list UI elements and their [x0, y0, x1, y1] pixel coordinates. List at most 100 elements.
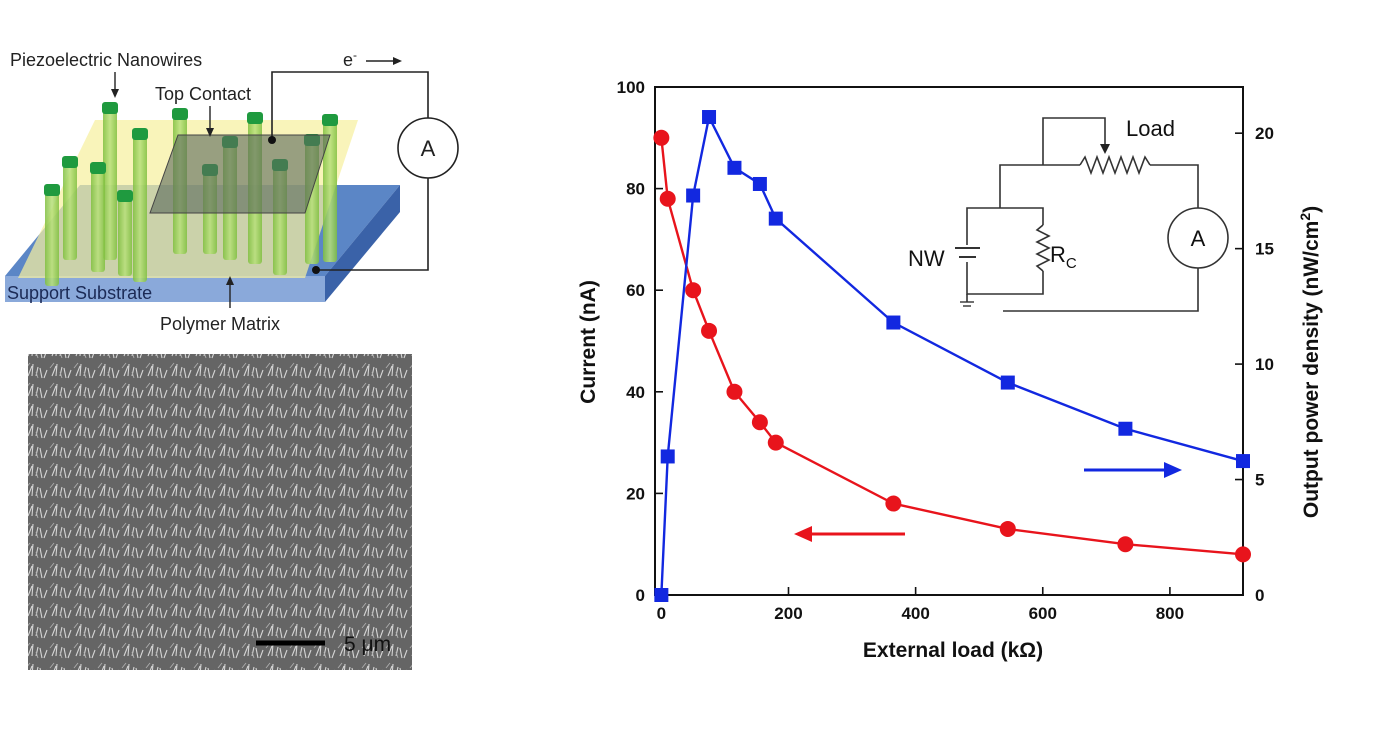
y-tick-label: 0	[636, 586, 645, 605]
top-contact-pointer-head	[206, 128, 214, 137]
data-point-current	[685, 282, 702, 299]
inset-wire-right-top	[1150, 164, 1199, 208]
data-point-current	[885, 495, 902, 512]
series-line-left	[660, 137, 1244, 556]
nanowire-tip	[102, 102, 118, 114]
inset-circuit: A Load NW RC	[908, 116, 1229, 312]
data-point-current	[999, 520, 1016, 537]
y2-tick-label: 15	[1255, 240, 1274, 259]
data-point-power	[660, 449, 675, 464]
data-point-power	[1236, 454, 1250, 469]
y-axis-title: Current (nA)	[577, 280, 600, 404]
data-point-power	[886, 315, 901, 330]
matrix-pointer-head	[226, 276, 234, 285]
series-group	[653, 110, 1251, 602]
y-tick-label: 100	[617, 78, 645, 97]
support-substrate-front	[5, 276, 325, 302]
nanowire-tip	[322, 114, 338, 126]
plot-frame	[654, 86, 1244, 596]
sem-micrograph: 5 μm	[28, 354, 412, 670]
inset-load-label: Load	[1126, 116, 1175, 141]
nanowire-tip	[117, 190, 133, 202]
data-point-current	[653, 129, 670, 146]
data-point-power	[752, 176, 767, 191]
data-point-power	[702, 110, 717, 125]
x-tick-label: 400	[901, 604, 929, 623]
circuit-wire-bottom	[316, 178, 429, 271]
scale-bar-label: 5 μm	[344, 633, 391, 656]
data-point-current	[726, 383, 743, 400]
matrix-label: Polymer Matrix	[160, 314, 280, 334]
substrate-label: Support Substrate	[7, 283, 152, 303]
data-point-power	[768, 211, 783, 226]
x-tick-label: 800	[1156, 604, 1184, 623]
data-point-current	[751, 414, 768, 431]
data-point-power	[727, 160, 742, 175]
data-point-current	[1117, 536, 1134, 553]
x-tick-label: 0	[657, 604, 666, 623]
inset-rc-label: RC	[1050, 242, 1077, 272]
nanowires-label: Piezoelectric Nanowires	[10, 50, 202, 70]
nanowires-pointer-head	[111, 89, 119, 98]
top-contact-label: Top Contact	[155, 84, 251, 104]
data-point-power	[686, 188, 701, 203]
nanowire-tip	[172, 108, 188, 120]
data-point-current	[659, 190, 676, 207]
y2-tick-label: 10	[1255, 355, 1274, 374]
nanowire-tip	[90, 162, 106, 174]
data-point-current	[767, 434, 784, 451]
inset-nw-label: NW	[908, 246, 945, 271]
x-tick-label: 600	[1029, 604, 1057, 623]
y2-tick-label: 20	[1255, 124, 1274, 143]
y2-tick-label: 5	[1255, 471, 1264, 490]
sem-image	[28, 354, 412, 670]
top-contact-terminal	[268, 136, 276, 144]
axis-ticks: 0 200 400 600 800 0 20 40 60 80 100 0 5 10 15 20	[617, 78, 1274, 623]
chart: 0 200 400 600 800 0 20 40 60 80 100 0 5 10 15 20 Extern…	[577, 78, 1323, 662]
inset-load-arrow	[1100, 144, 1110, 154]
ammeter-symbol	[397, 117, 459, 179]
inset-wire-parallel-top	[966, 207, 1044, 245]
substrate-terminal	[312, 266, 320, 274]
electron-label: e-	[343, 48, 357, 70]
inset-ammeter-label: A	[1191, 226, 1206, 251]
nanowire-tip	[132, 128, 148, 140]
y-tick-label: 60	[626, 281, 645, 300]
nanowire	[45, 190, 59, 286]
device-schematic: A e- Piezoelectric Nanowires Top Contact…	[5, 48, 459, 334]
nanowire-tip	[247, 112, 263, 124]
nanowire-tip	[44, 184, 60, 196]
inset-wire-bottom	[1003, 268, 1199, 312]
data-point-current	[701, 322, 718, 339]
nanowire	[323, 120, 337, 262]
nanowire-tip	[62, 156, 78, 168]
data-point-power	[1118, 421, 1133, 436]
nanowire	[118, 196, 132, 276]
data-point-power	[654, 588, 669, 602]
support-substrate-side	[325, 185, 400, 302]
y-tick-label: 20	[626, 484, 645, 503]
inset-wire-parallel-bottom	[966, 262, 1044, 295]
x-axis-title: External load (kΩ)	[863, 639, 1043, 662]
circuit-wire-top	[271, 71, 429, 140]
electron-arrow-head	[393, 57, 402, 65]
right-axis-arrow-head	[1164, 462, 1182, 478]
data-point-power	[1000, 375, 1015, 390]
sem-shade	[28, 354, 412, 670]
nanowire	[133, 134, 147, 282]
series-line-right	[660, 113, 1244, 596]
nanowire	[91, 168, 105, 272]
inset-load-tap	[1042, 117, 1106, 165]
x-tick-label: 200	[774, 604, 802, 623]
data-point-current	[1235, 546, 1251, 563]
y-tick-label: 80	[626, 180, 645, 199]
top-contact	[149, 134, 331, 214]
y2-tick-label: 0	[1255, 586, 1264, 605]
nanowire	[103, 108, 117, 260]
y-tick-label: 40	[626, 383, 645, 402]
inset-wire-left-top	[999, 164, 1080, 208]
nanowire	[63, 162, 77, 260]
left-axis-arrow-head	[794, 526, 812, 542]
inset-rc-resistor	[1035, 224, 1051, 272]
